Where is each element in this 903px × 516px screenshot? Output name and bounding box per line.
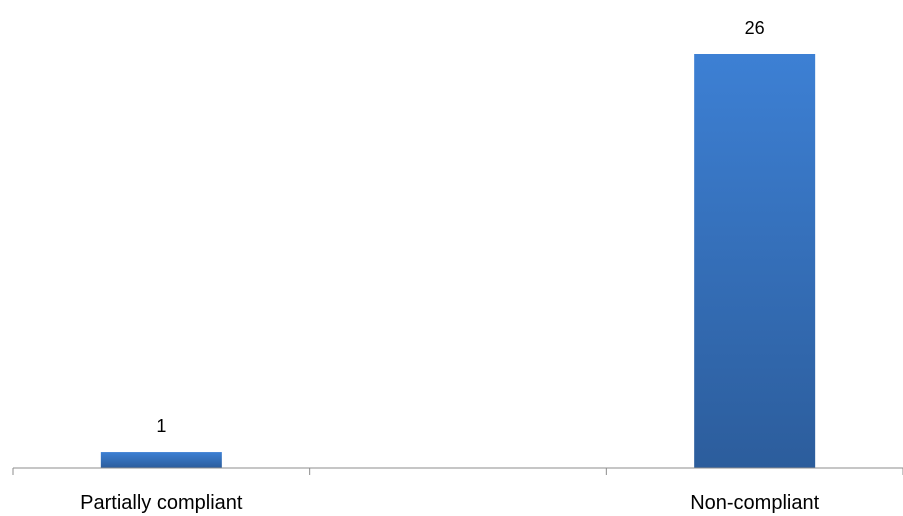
category-label: Non-compliant [690,492,819,514]
bar-non-compliant [694,54,816,468]
bars-layer [100,54,816,468]
category-label: Partially compliant [80,492,243,514]
labels-layer: 1 Partially compliant 26 Non-compliant [80,18,819,514]
data-label: 1 [156,416,166,436]
x-axis [12,467,903,475]
bar-partially-compliant [100,452,222,468]
data-label: 26 [745,18,765,38]
